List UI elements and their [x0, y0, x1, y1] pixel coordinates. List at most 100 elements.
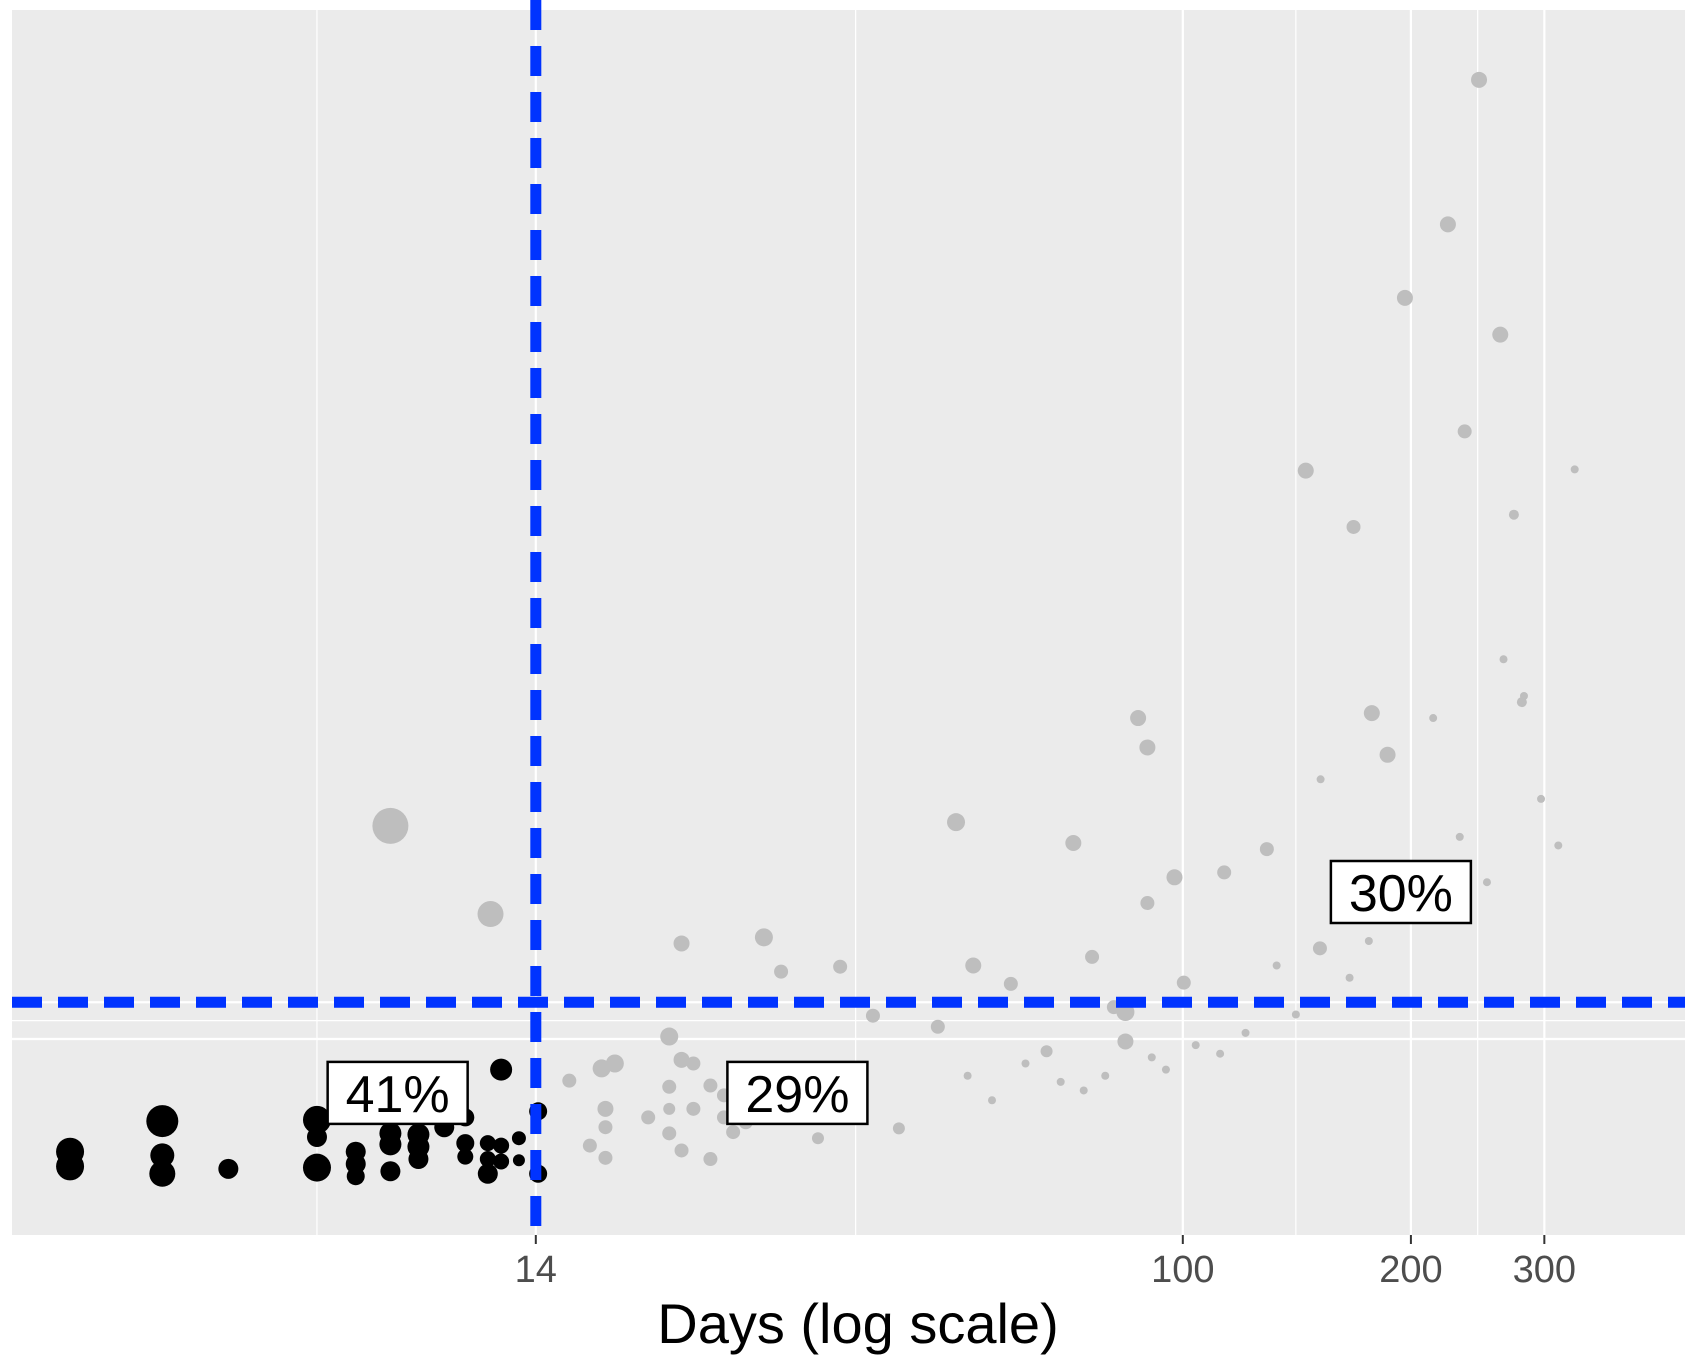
annotation-box [1329, 859, 1473, 925]
data-point [457, 1148, 474, 1165]
data-point [930, 1019, 945, 1034]
data-point [511, 1131, 526, 1146]
data-point [1471, 71, 1488, 88]
data-point [1519, 692, 1528, 700]
data-point [1429, 714, 1438, 723]
data-point [1147, 1053, 1156, 1062]
data-point [1379, 746, 1396, 763]
data-point [726, 1125, 741, 1140]
reference-lines [12, 0, 1685, 1235]
data-point [597, 1100, 614, 1117]
x-axis-ticks: 14 100 200 300 [515, 1235, 1576, 1291]
data-point [1217, 865, 1232, 880]
data-point [302, 1105, 331, 1134]
data-point [1176, 975, 1191, 990]
data-point [408, 1149, 429, 1170]
data-point [1508, 509, 1519, 520]
data-point [379, 1133, 402, 1156]
annotation-label: 41% [346, 1066, 450, 1124]
data-point [1554, 841, 1563, 850]
data-point [811, 1132, 824, 1145]
data-point [1056, 1077, 1065, 1086]
x-tick-label: 200 [1379, 1249, 1442, 1291]
data-points [56, 71, 1579, 1187]
data-point [456, 1134, 475, 1153]
data-point [674, 1143, 689, 1158]
data-point [493, 1153, 510, 1170]
data-point [662, 1126, 677, 1141]
x-tick-label: 100 [1151, 1249, 1214, 1291]
data-point [1345, 973, 1354, 982]
data-point [1364, 937, 1373, 945]
data-point [774, 964, 789, 979]
data-point [1499, 655, 1508, 664]
annotations: 41% 29% 30% [326, 859, 1473, 1126]
data-point [302, 1153, 331, 1182]
data-point [605, 1054, 624, 1073]
x-tick-label: 300 [1513, 1249, 1576, 1291]
data-point [686, 1101, 701, 1116]
data-point [1241, 1028, 1250, 1037]
data-point [892, 1122, 905, 1135]
data-point [1312, 941, 1327, 956]
data-point [1316, 775, 1325, 784]
x-axis-title: Days (log scale) [657, 1292, 1058, 1355]
annotation-box [726, 1060, 869, 1126]
data-point [479, 1151, 496, 1168]
data-point [1161, 1065, 1170, 1074]
data-point [1191, 1041, 1200, 1050]
data-point [947, 813, 966, 832]
data-point [1139, 739, 1156, 756]
data-point [306, 1127, 327, 1147]
data-point [1297, 462, 1314, 479]
data-point [1130, 710, 1147, 727]
data-point [1021, 1059, 1030, 1068]
data-point [1101, 1071, 1110, 1080]
data-point [1259, 842, 1274, 857]
data-point [988, 1096, 997, 1105]
data-point [673, 1051, 690, 1068]
data-point [346, 1167, 365, 1186]
data-point [598, 1120, 613, 1135]
data-point [380, 1161, 401, 1182]
data-point [1065, 835, 1082, 851]
data-point [865, 1008, 880, 1023]
plot-panel [12, 10, 1685, 1235]
data-point [703, 1152, 718, 1167]
data-point [1482, 878, 1491, 887]
data-point [477, 1163, 498, 1184]
data-point [1117, 1033, 1134, 1050]
data-point [1439, 216, 1456, 233]
data-point [703, 1078, 718, 1093]
data-point [490, 1058, 513, 1081]
data-point [218, 1158, 239, 1179]
data-point [1085, 949, 1100, 964]
data-point [662, 1079, 677, 1094]
data-point [493, 1137, 510, 1154]
data-point [562, 1073, 577, 1088]
data-point [1457, 424, 1472, 439]
data-point [372, 807, 409, 844]
data-point [1291, 1010, 1300, 1019]
data-point [146, 1105, 179, 1138]
data-point [512, 1154, 525, 1167]
annotation-box [326, 1060, 469, 1126]
data-point [833, 959, 848, 974]
data-point [1166, 869, 1183, 886]
x-tick-label: 14 [515, 1249, 557, 1291]
data-point [754, 928, 773, 947]
data-point [1346, 519, 1361, 534]
data-point [965, 957, 982, 974]
data-point [1537, 794, 1546, 803]
data-point [1492, 326, 1509, 343]
data-point [686, 1056, 701, 1071]
data-point [479, 1135, 496, 1152]
data-point [1272, 961, 1281, 970]
data-point [963, 1071, 972, 1080]
data-point [1040, 1045, 1053, 1058]
data-point [1396, 289, 1413, 306]
data-point [56, 1152, 85, 1181]
data-point [1079, 1086, 1088, 1095]
data-point [477, 901, 504, 928]
